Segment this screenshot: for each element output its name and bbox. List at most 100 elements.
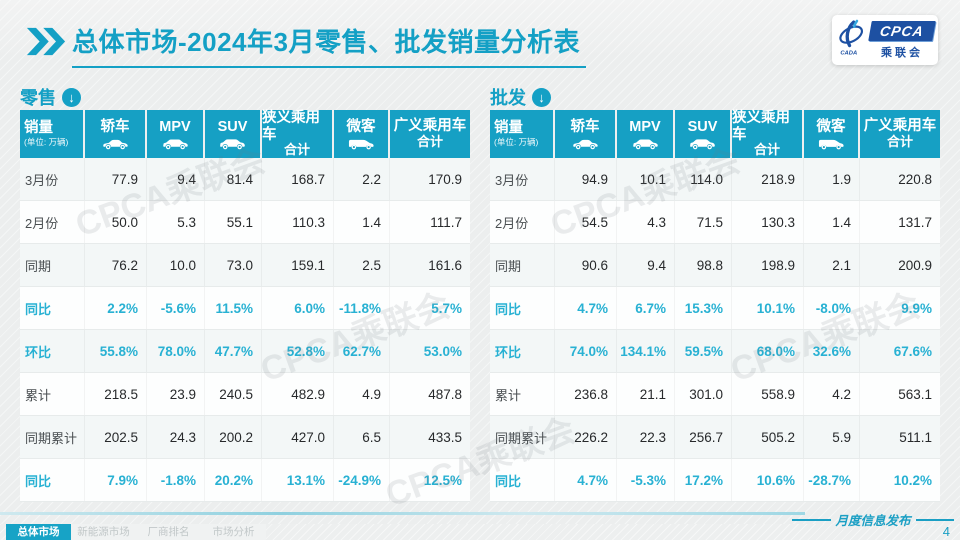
cell-value: 218.9	[732, 158, 804, 200]
cell-value: 10.2%	[893, 472, 932, 488]
cell-value: -24.9%	[334, 459, 390, 501]
table-header-cell-狭义乘用车: 狭义乘用车 合计	[262, 110, 334, 158]
table-row: 同期 90.6 9.4 98.8 198.9 2.1 200.9	[490, 244, 940, 287]
cell-value: 11.5%	[205, 287, 262, 329]
column-label: 轿车	[100, 119, 130, 136]
cell-value: 226.2	[555, 416, 617, 458]
cell-value: 10.1	[617, 158, 675, 200]
van-icon	[818, 137, 845, 150]
footer-tab-新能源市场[interactable]: 新能源市场	[71, 524, 136, 540]
cell-value: 563.1	[898, 386, 932, 402]
cell-value: 134.1%	[617, 330, 675, 372]
van-icon	[348, 137, 375, 150]
row-label: 2月份	[490, 201, 555, 243]
column-label: 狭义乘用车	[262, 109, 320, 143]
table-row: 同比 2.2% -5.6% 11.5% 6.0% -11.8% 5.7%	[20, 287, 470, 330]
cell-value: 10.0	[147, 244, 205, 286]
cell-value: 159.1	[262, 244, 334, 286]
footer-tab-市场分析[interactable]: 市场分析	[201, 524, 266, 540]
cell-value: 2.5	[334, 244, 390, 286]
footer-tab-厂商排名[interactable]: 厂商排名	[136, 524, 201, 540]
cell-value: 7.9%	[85, 459, 147, 501]
double-chevron-icon	[26, 27, 66, 61]
cell-value: 50.0	[85, 201, 147, 243]
slide-nav-tabbar: 总体市场 新能源市场 厂商排名 市场分析	[6, 524, 266, 540]
down-arrow-circle-icon: ↓	[532, 87, 551, 107]
wholesale-section-label: 批发 ↓	[490, 84, 551, 110]
column-label-line2: 合计	[753, 142, 780, 158]
page-number: 4	[942, 524, 950, 539]
table-header-cell-微客: 微客	[334, 110, 390, 158]
column-label: 轿车	[570, 119, 600, 136]
caption-left-dash	[792, 518, 831, 521]
table-header-cell-轿车: 轿车	[555, 110, 617, 158]
cell-value: 1.4	[804, 201, 860, 243]
cell-value: 23.9	[147, 373, 205, 415]
cell-value: 74.0%	[555, 330, 617, 372]
cell-value: 170.9	[428, 171, 462, 187]
cell-value: -5.3%	[617, 459, 675, 501]
cell-value: -28.7%	[804, 459, 860, 501]
column-label: 狭义乘用车	[732, 109, 790, 143]
column-label: SUV	[217, 119, 248, 136]
table-header-cell-广义乘用车: 广义乘用车 合计	[390, 110, 470, 158]
cell-value: 2.2	[334, 158, 390, 200]
row-label: 3月份	[20, 158, 85, 200]
table-row: 累计 218.5 23.9 240.5 482.9 4.9 487.8	[20, 373, 470, 416]
row-label: 同比	[20, 459, 85, 501]
sedan-icon	[572, 137, 599, 150]
cell-value: 6.7%	[617, 287, 675, 329]
cell-value: 54.5	[555, 201, 617, 243]
row-label: 2月份	[20, 201, 85, 243]
cell-value: 55.1	[205, 201, 262, 243]
table-row: 环比 55.8% 78.0% 47.7% 52.8% 62.7% 53.0%	[20, 330, 470, 373]
column-label: SUV	[687, 119, 718, 136]
column-label: 微客	[816, 119, 846, 136]
cell-value: 77.9	[85, 158, 147, 200]
cell-value: 200.2	[205, 416, 262, 458]
cell-value: 505.2	[732, 416, 804, 458]
table-header-cell-SUV: SUV	[675, 110, 732, 158]
table-row: 同比 4.7% 6.7% 15.3% 10.1% -8.0% 9.9%	[490, 287, 940, 330]
row-label: 同比	[490, 287, 555, 329]
row-label: 环比	[20, 330, 85, 372]
cell-value: 10.6%	[732, 459, 804, 501]
column-label: MPV	[159, 119, 191, 136]
row-label: 累计	[20, 373, 85, 415]
table-row: 环比 74.0% 134.1% 59.5% 68.0% 32.6% 67.6%	[490, 330, 940, 373]
cell-value: 62.7%	[334, 330, 390, 372]
cell-value: 240.5	[205, 373, 262, 415]
cell-value: 130.3	[732, 201, 804, 243]
cell-value: 2.2%	[85, 287, 147, 329]
mpv-icon	[162, 137, 189, 150]
cell-value: 12.5%	[423, 472, 462, 488]
suv-icon	[219, 137, 246, 150]
cell-value: 32.6%	[804, 330, 860, 372]
cell-value: 5.3	[147, 201, 205, 243]
cell-value: 161.6	[428, 257, 462, 273]
retail-label-text: 零售	[20, 88, 56, 108]
cell-value: 427.0	[262, 416, 334, 458]
column-label-line2: 合计	[416, 133, 443, 149]
cell-value: 90.6	[555, 244, 617, 286]
cell-value: 202.5	[85, 416, 147, 458]
cell-value: 4.2	[804, 373, 860, 415]
cell-value: -1.8%	[147, 459, 205, 501]
cell-value: 24.3	[147, 416, 205, 458]
cell-value: 4.7%	[555, 459, 617, 501]
table-row: 3月份 77.9 9.4 81.4 168.7 2.2 170.9	[20, 158, 470, 201]
footer-tab-总体市场[interactable]: 总体市场	[6, 524, 71, 540]
cell-value: -11.8%	[334, 287, 390, 329]
cell-value: 433.5	[428, 429, 462, 445]
cell-value: 78.0%	[147, 330, 205, 372]
column-label-line2: 合计	[283, 142, 310, 158]
footer-divider-line	[0, 512, 805, 515]
mpv-icon	[632, 137, 659, 150]
cell-value: 9.4	[617, 244, 675, 286]
cpca-wordmark: CPCA	[868, 20, 936, 41]
cell-value: 110.3	[262, 201, 334, 243]
column-label: 销量	[24, 119, 53, 136]
table-header-cell-销量: 销量 (单位: 万辆)	[490, 110, 555, 158]
publish-caption: 月度信息发布	[792, 510, 955, 529]
cell-value: 4.9	[334, 373, 390, 415]
